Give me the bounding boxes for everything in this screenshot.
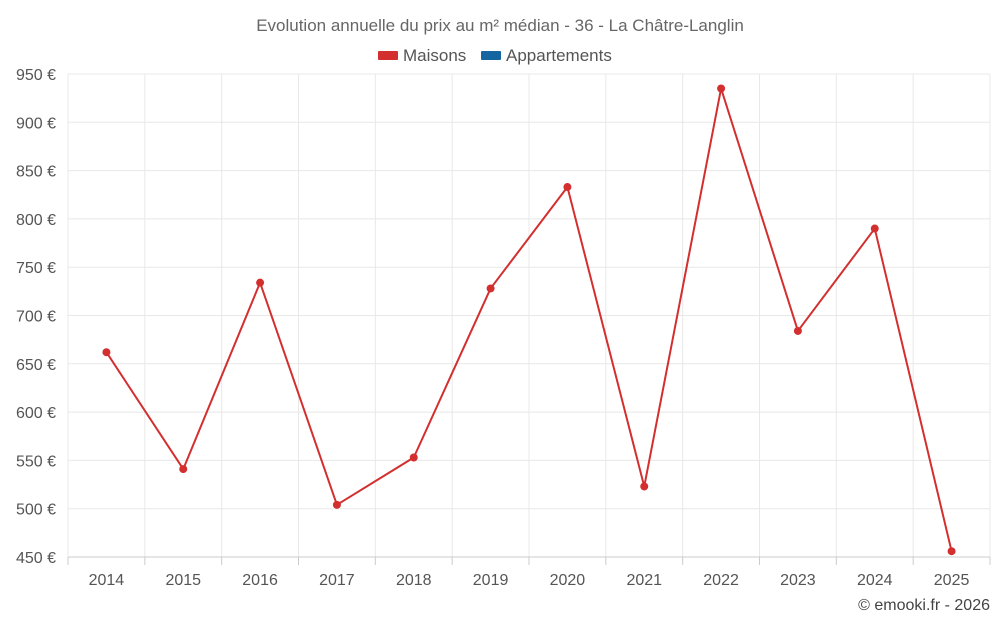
legend-label-appartements[interactable]: Appartements [506, 46, 612, 65]
axes: 450 € 500 € 550 € 600 € 650 € 700 € 750 € 800 €… [16, 67, 991, 589]
data-point-2021[interactable] [640, 482, 649, 491]
series [102, 84, 956, 556]
legend-swatch-maisons[interactable] [378, 51, 398, 60]
credit-text: © emooki.fr - 2026 [858, 597, 990, 614]
data-point-2016[interactable] [256, 278, 265, 287]
y-tick-label: 550 € [16, 453, 56, 470]
data-point-2017[interactable] [332, 500, 341, 509]
data-point-2015[interactable] [179, 465, 188, 474]
y-tick-label: 900 € [16, 115, 56, 132]
y-tick-label: 700 € [16, 309, 56, 326]
data-point-2023[interactable] [793, 326, 802, 335]
grid [67, 73, 991, 557]
data-point-2020[interactable] [563, 183, 572, 192]
y-tick-label: 800 € [16, 212, 56, 229]
data-point-2025[interactable] [947, 547, 956, 556]
x-tick-label: 2018 [396, 572, 432, 589]
x-tick-label: 2014 [89, 572, 125, 589]
y-tick-label: 750 € [16, 260, 56, 277]
x-tick-label: 2020 [550, 572, 586, 589]
x-tick-label: 2025 [934, 572, 970, 589]
y-tick-label: 500 € [16, 502, 56, 519]
y-tick-label: 450 € [16, 550, 56, 567]
legend-label-maisons[interactable]: Maisons [403, 46, 466, 65]
x-tick-label: 2016 [242, 572, 278, 589]
y-tick-label: 950 € [16, 67, 56, 84]
x-tick-label: 2021 [626, 572, 662, 589]
data-point-2014[interactable] [102, 348, 111, 357]
chart-title: Evolution annuelle du prix au m² médian … [256, 16, 744, 35]
y-tick-label: 600 € [16, 405, 56, 422]
data-point-2022[interactable] [717, 84, 726, 93]
data-point-2018[interactable] [409, 453, 418, 462]
x-tick-label: 2015 [165, 572, 201, 589]
x-tick-label: 2019 [473, 572, 509, 589]
legend: Maisons Appartements [378, 46, 612, 65]
data-point-2019[interactable] [486, 284, 495, 293]
x-tick-label: 2022 [703, 572, 739, 589]
x-tick-label: 2024 [857, 572, 893, 589]
y-tick-label: 850 € [16, 164, 56, 181]
x-tick-label: 2023 [780, 572, 816, 589]
y-tick-label: 650 € [16, 357, 56, 374]
data-point-2024[interactable] [870, 224, 879, 233]
series-line-maisons [105, 87, 953, 552]
legend-swatch-appartements[interactable] [481, 51, 501, 60]
x-tick-label: 2017 [319, 572, 355, 589]
